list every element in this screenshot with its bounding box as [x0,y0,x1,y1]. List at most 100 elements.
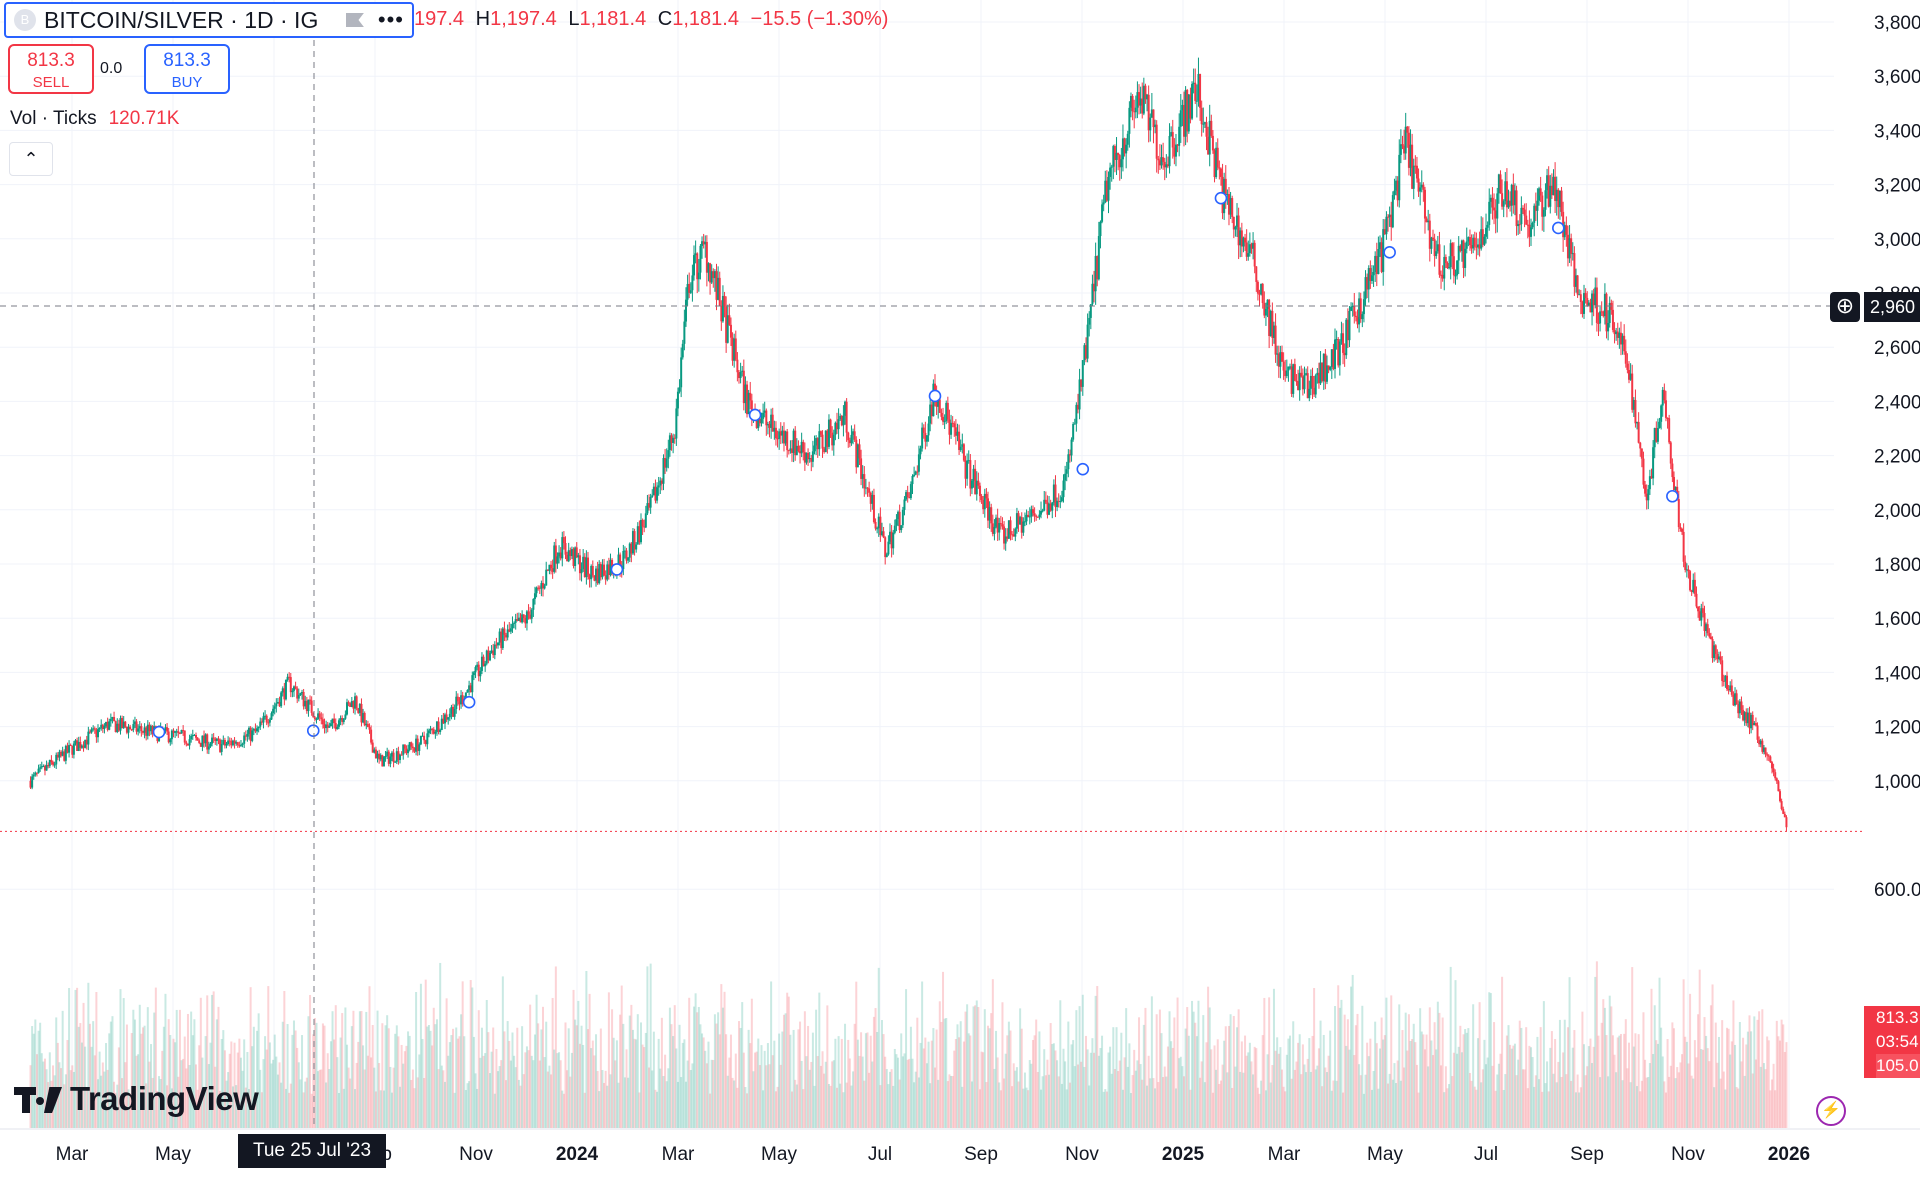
volume-bar [371,1025,374,1128]
candle-body [1046,502,1049,515]
volume-bar [1396,1060,1399,1128]
crosshair-date-label: Tue 25 Jul '23 [238,1134,386,1168]
volume-bar [368,986,371,1128]
buy-button[interactable]: 813.3 BUY [144,44,230,94]
volume-bar [1427,1066,1430,1128]
candle-body [649,496,652,508]
volume-bar [1134,1070,1137,1128]
symbol-selector[interactable]: B BITCOIN/SILVER · 1D · IG ••• [4,2,414,38]
volume-bar [1428,1007,1431,1128]
volume-bar [42,1061,45,1128]
volume-bar [196,1089,199,1128]
volume-bar [590,1048,593,1128]
candle-body [1687,569,1690,572]
candle-body [135,721,138,732]
volume-bar [140,1033,143,1128]
brand-name: TradingView [70,1080,259,1117]
volume-bar [1448,1084,1451,1128]
candle-body [864,487,867,489]
candle-body [901,509,904,526]
volume-bar [646,966,649,1128]
volume-bar [508,1040,511,1128]
candle-body [1306,373,1309,399]
volume-bar [686,1060,689,1128]
tradingview-logo[interactable]: TradingView [14,1080,259,1118]
time-axis[interactable]: MarMayJulSepNov2024MarMayJulSepNov2025Ma… [56,1144,1811,1165]
candle-body [1502,201,1505,207]
volume-bar [943,1018,946,1128]
volume-bar [522,1074,525,1128]
candle-body [1133,111,1136,113]
sell-button[interactable]: 813.3 SELL [8,44,94,94]
candle-body [209,743,212,747]
candle-body [1033,513,1036,516]
candle-body [1022,521,1025,533]
lightning-icon[interactable]: ⚡ [1816,1096,1846,1126]
add-alert-plus-icon[interactable]: ⊕ [1830,292,1860,322]
candle-body [1118,155,1121,168]
candle-body [346,702,349,715]
price-axis[interactable]: 3,800.03,600.03,400.03,200.03,000.02,800… [1874,13,1920,901]
volume-bar [1661,1056,1664,1128]
volume-bar [1113,1069,1116,1128]
candle-body [452,706,455,717]
volume-bar [840,1038,843,1128]
volume-bar [426,1026,429,1128]
volume-bar [1118,1060,1121,1128]
candle-body [281,688,284,693]
candle-body [913,474,916,477]
candle-body [1207,136,1210,155]
volume-bar [1073,1066,1076,1128]
volume-bar [347,1067,350,1128]
volume-bar [288,1092,291,1128]
volume-bar [532,1060,535,1128]
volume-bar [701,1033,704,1128]
price-tick-label: 1,600.0 [1874,609,1920,630]
volume-bar [488,1073,491,1128]
candle-body [1213,150,1216,178]
volume-bar [932,1028,935,1128]
collapse-legend-button[interactable]: ⌃ [9,142,53,176]
volume-bar [1060,1083,1063,1128]
candle-body [1451,243,1454,257]
volume-bar [1708,1061,1711,1128]
candle-body [967,460,970,462]
volume-bar [1285,1054,1288,1128]
candle-body [1367,268,1370,290]
volume-bar [203,1093,206,1128]
candle-body [749,392,752,401]
candle-body [1060,497,1063,502]
volume-bar [1245,1055,1248,1128]
candle-body [228,740,231,742]
volume-bar [88,1023,91,1128]
candle-body [1191,84,1194,119]
volume-bar [1574,1092,1577,1128]
candle-body [40,766,43,768]
candle-body [575,547,578,558]
volume-bar [845,1082,848,1128]
volume-legend[interactable]: Vol · Ticks 120.71K [10,108,179,130]
more-options-icon[interactable]: ••• [377,7,404,32]
candle-body [898,511,901,531]
volume-bar [980,1051,983,1128]
candle-body [325,724,328,729]
volume-bar [407,1031,410,1128]
candle-body [437,721,440,732]
volume-bar [1676,1067,1679,1128]
volume-bar [159,1079,162,1128]
candle-body [890,531,893,549]
volume-bar [1406,1050,1409,1128]
volume-bar [880,1020,883,1128]
candle-body [765,410,768,426]
candle-body [1701,608,1704,613]
candle-body [668,435,671,451]
candle-body [309,699,312,701]
candle-body [84,739,87,748]
candle-body [757,418,760,429]
candle-body [1109,167,1112,177]
candle-body [318,713,321,718]
flag-icon[interactable] [345,13,364,27]
candle-body [823,448,826,453]
volume-bar [635,1039,638,1128]
